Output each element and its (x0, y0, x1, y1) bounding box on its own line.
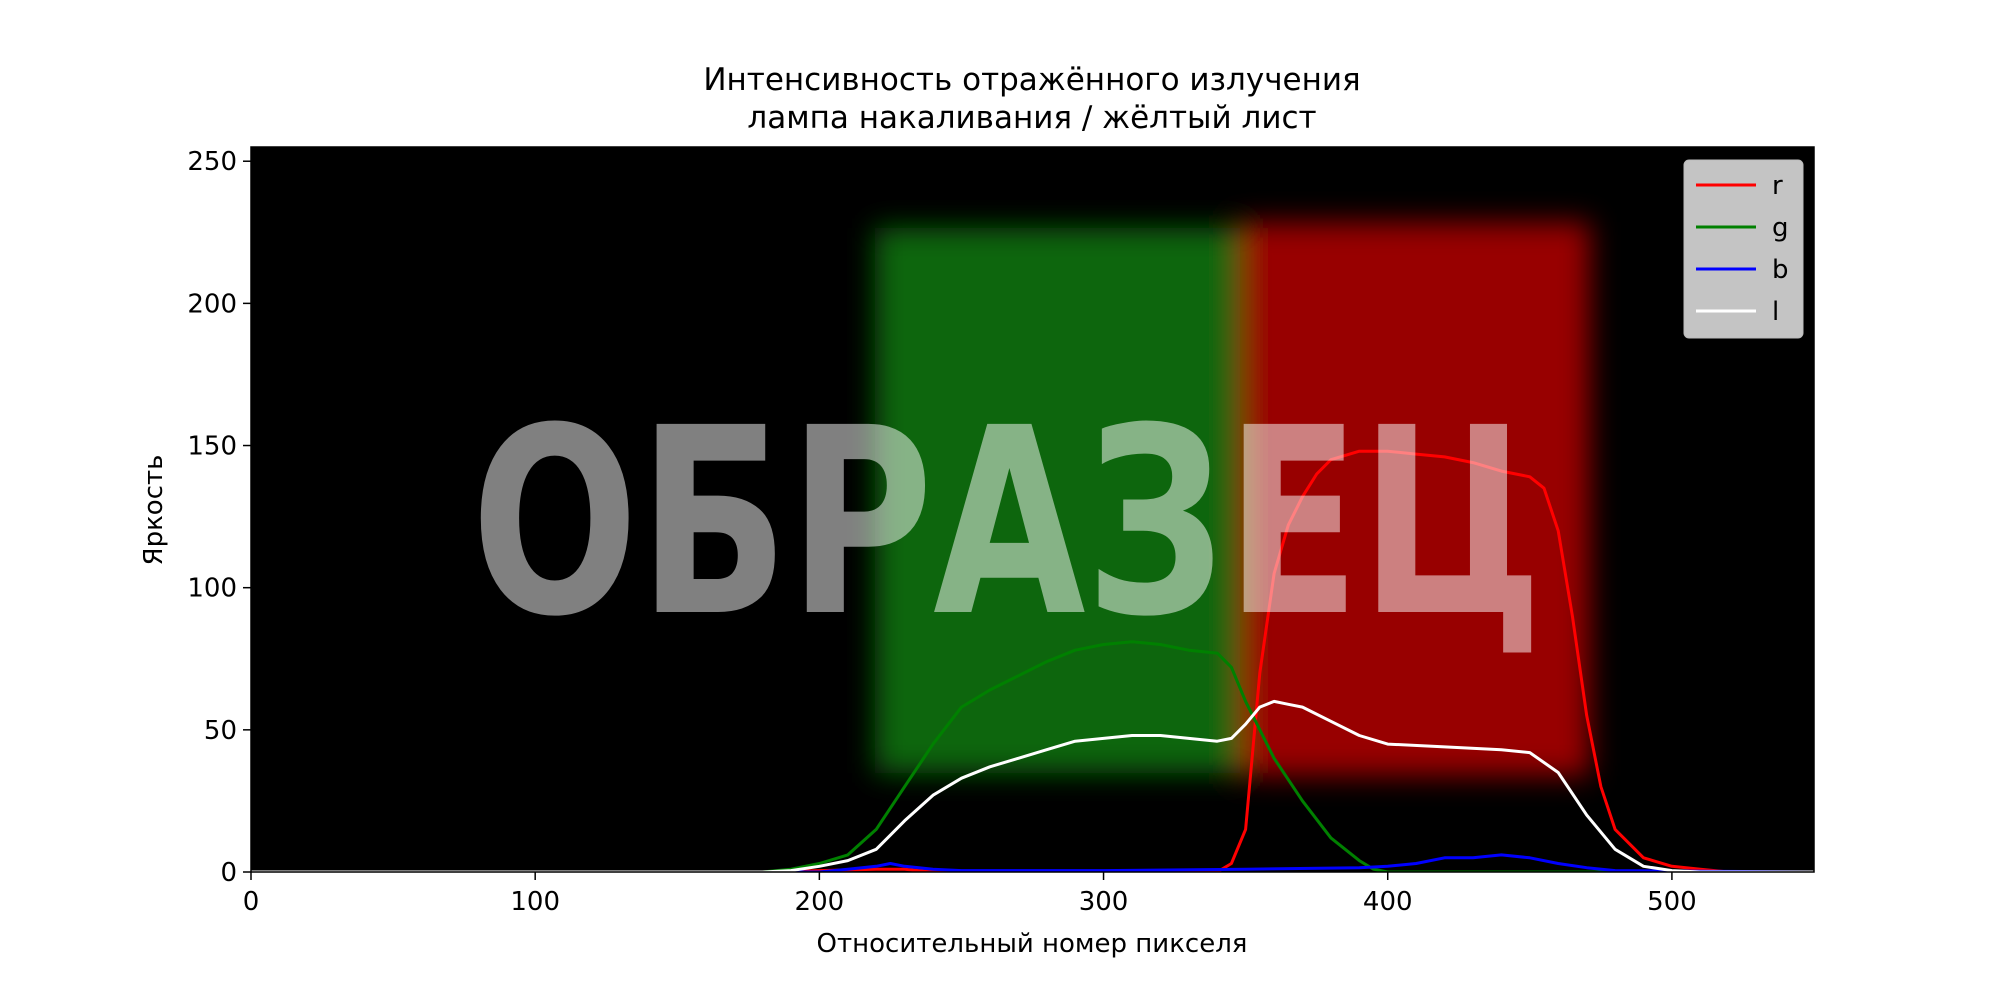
series-line-g (251, 640, 1814, 872)
x-tick-label: 0 (243, 887, 260, 917)
y-axis: 0 50 100 150 200 250 (187, 147, 251, 888)
y-axis-label: Яркость (139, 455, 169, 566)
series-layer (251, 449, 1814, 872)
spectrum-image (875, 222, 1590, 776)
watermark: ОБРАЗЕЦ (471, 373, 1543, 673)
x-tick-label: 400 (1363, 887, 1413, 917)
x-tick-label: 100 (510, 887, 560, 917)
y-tick-label: 250 (187, 147, 237, 177)
x-axis-label: Относительный номер пикселя (817, 929, 1248, 959)
y-tick-label: 150 (187, 432, 237, 462)
series-line-b (251, 853, 1814, 872)
green-band (875, 228, 1250, 773)
red-band (1240, 222, 1590, 776)
legend-label-r: r (1772, 171, 1783, 201)
chart-subtitle: лампа накаливания / жёлтый лист (747, 100, 1316, 136)
x-tick-label: 200 (795, 887, 845, 917)
y-tick-label: 0 (220, 858, 237, 888)
x-tick-label: 500 (1647, 887, 1697, 917)
plot-frame (250, 146, 1815, 873)
chart-title: Интенсивность отражённого излучения (703, 62, 1360, 98)
legend-label-l: l (1772, 297, 1779, 327)
x-axis: 0 100 200 300 400 500 (243, 872, 1697, 917)
legend-label-g: g (1772, 213, 1789, 243)
x-tick-label: 300 (1079, 887, 1129, 917)
legend-label-b: b (1772, 255, 1789, 285)
series-line-l (251, 699, 1814, 872)
series-line-r (251, 449, 1814, 872)
y-tick-label: 200 (187, 289, 237, 319)
y-tick-label: 100 (187, 574, 237, 604)
legend-box (1683, 159, 1804, 339)
y-tick-label: 50 (204, 716, 237, 746)
